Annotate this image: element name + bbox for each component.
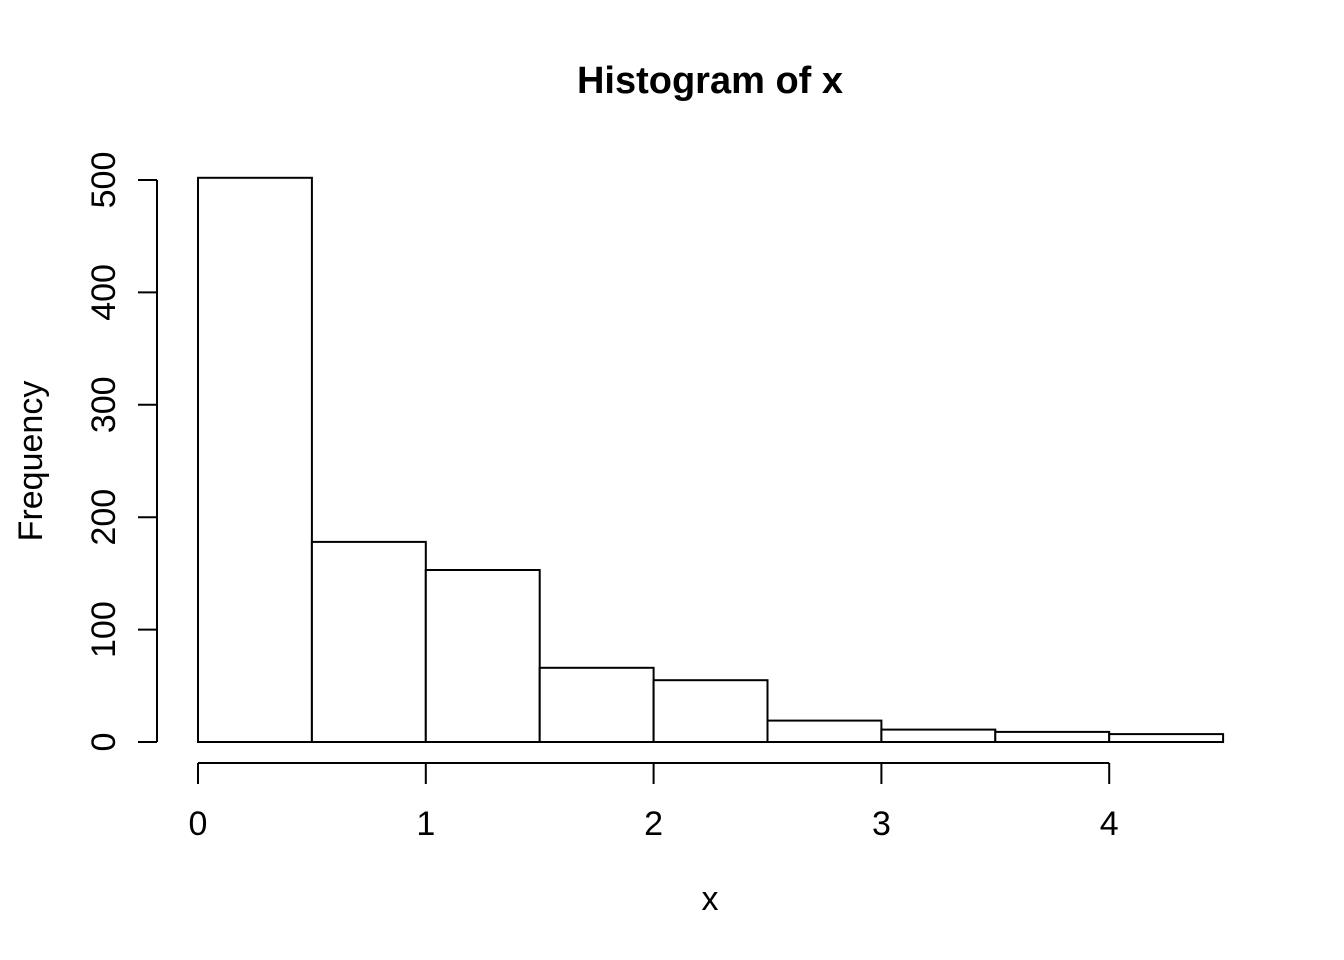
- y-axis-label: Frequency: [12, 381, 50, 542]
- axes-layer: 0 100 200 300 400 500 0 1 2 3 4: [85, 152, 1119, 843]
- x-tick-label: 2: [644, 805, 663, 843]
- histogram-bar: [1108, 733, 1225, 743]
- y-tick-label: 200: [85, 489, 123, 546]
- histogram-bar: [424, 569, 541, 743]
- x-tick-label: 1: [416, 805, 435, 843]
- chart-title: Histogram of x: [577, 60, 843, 102]
- y-tick-label: 400: [85, 264, 123, 321]
- histogram-bar: [994, 730, 1111, 744]
- histogram-bar: [880, 728, 997, 743]
- y-tick-label: 0: [85, 733, 123, 752]
- histogram-bar: [766, 719, 883, 743]
- x-tick-label: 3: [872, 805, 891, 843]
- x-tick-label: 0: [189, 805, 208, 843]
- y-tick-label: 100: [85, 601, 123, 658]
- x-tick-label: 4: [1100, 805, 1119, 843]
- histogram-bar: [310, 540, 427, 744]
- histogram-bar: [652, 679, 769, 744]
- y-tick-label: 500: [85, 152, 123, 209]
- y-tick-label: 300: [85, 376, 123, 433]
- histogram-bar: [538, 666, 655, 743]
- bars-layer: [197, 176, 1225, 744]
- histogram-bar: [197, 176, 313, 744]
- x-axis-label: x: [702, 880, 719, 918]
